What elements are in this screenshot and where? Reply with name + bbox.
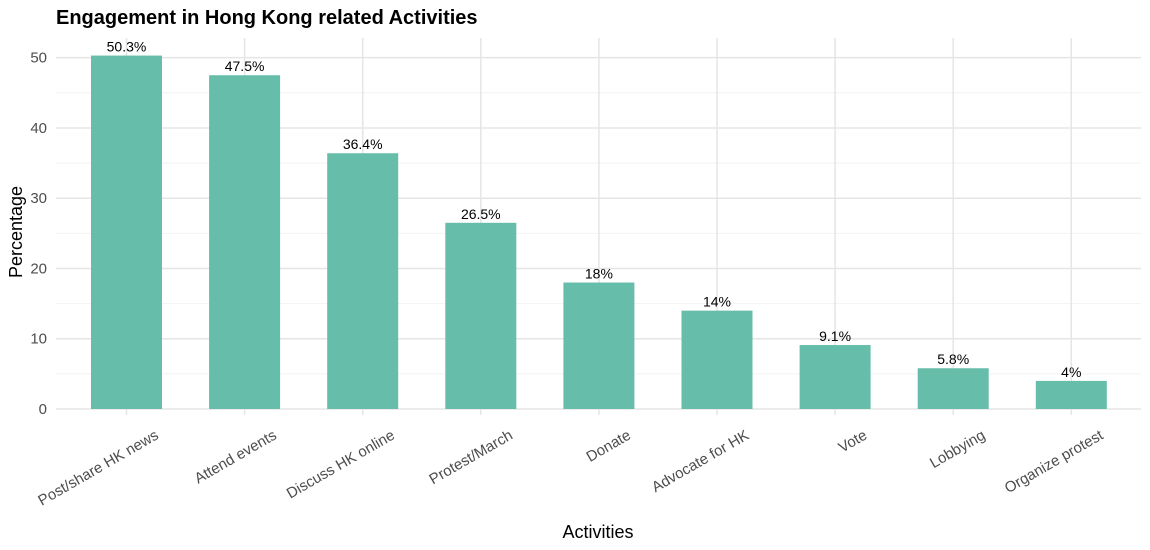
bars-group [91, 55, 1107, 410]
y-axis-title: Percentage [6, 186, 26, 278]
bar [917, 368, 989, 409]
x-tick-label: Organize protest [1002, 426, 1107, 497]
bar [209, 75, 281, 409]
bar [681, 310, 753, 409]
data-label: 14% [703, 294, 731, 310]
data-label: 26.5% [461, 206, 501, 222]
bar [563, 282, 635, 409]
y-tick-label: 20 [30, 260, 47, 277]
x-axis-ticks: Post/share HK news Attend events Discuss H… [35, 426, 1107, 509]
chart-title: Engagement in Hong Kong related Activiti… [56, 7, 478, 29]
bar [799, 345, 871, 409]
x-tick-label: Lobbying [927, 427, 988, 472]
y-tick-label: 10 [30, 331, 47, 348]
y-tick-label: 0 [39, 401, 47, 418]
x-tick-label: Attend events [192, 427, 280, 488]
bar [445, 222, 517, 409]
data-label: 18% [585, 266, 613, 282]
x-tick-label: Donate [584, 427, 634, 466]
data-label: 36.4% [343, 136, 383, 152]
y-tick-label: 30 [30, 190, 47, 207]
y-tick-label: 50 [30, 50, 47, 67]
data-label: 4% [1061, 364, 1081, 380]
data-label: 47.5% [225, 58, 265, 74]
x-tick-label: Discuss HK online [284, 427, 398, 503]
x-axis-title: Activities [562, 522, 633, 542]
bar [327, 153, 399, 409]
y-tick-label: 40 [30, 120, 47, 137]
y-axis-ticks: 0 10 20 30 40 50 [30, 50, 47, 418]
data-label: 5.8% [937, 351, 969, 367]
data-label: 9.1% [819, 328, 851, 344]
bar [1035, 380, 1107, 409]
bar [91, 55, 162, 410]
data-labels-group: 50.3% 47.5% 36.4% 26.5% 18% 14% 9.1% 5.8% 4% [107, 39, 1082, 380]
x-tick-label: Vote [836, 427, 871, 457]
x-tick-label: Advocate for HK [649, 427, 752, 496]
x-tick-label: Post/share HK news [35, 427, 161, 510]
data-label: 50.3% [107, 39, 147, 55]
x-tick-label: Protest/March [426, 427, 515, 488]
